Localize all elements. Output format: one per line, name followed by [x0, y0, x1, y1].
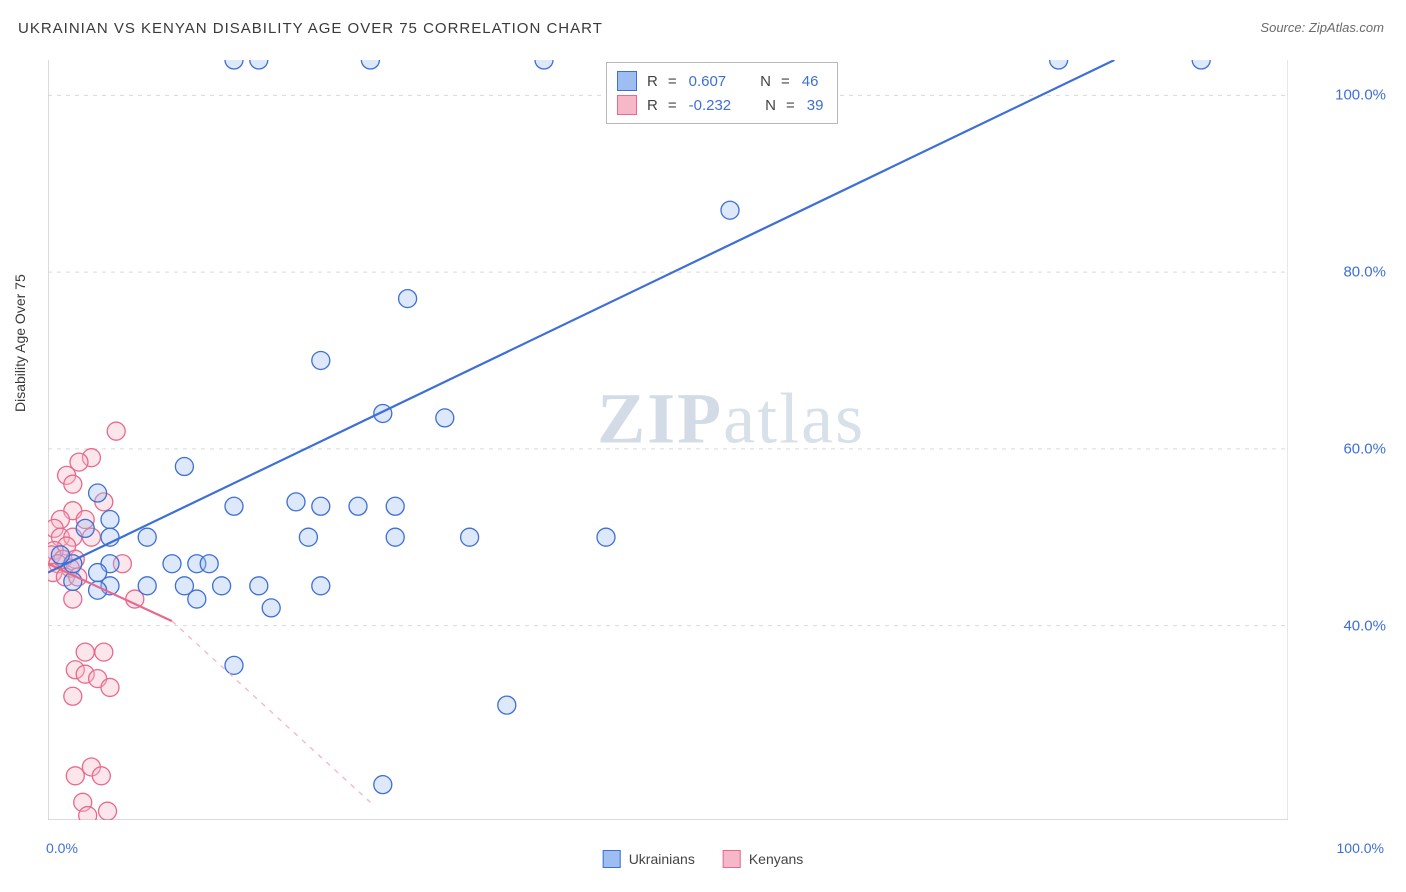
y-tick-label: 40.0%: [1343, 617, 1386, 634]
y-axis-label: Disability Age Over 75: [12, 274, 28, 412]
n-value-ukrainians: 46: [800, 73, 819, 90]
stats-row-kenyans: R = -0.232 N = 39: [617, 93, 823, 117]
eq-sign: =: [668, 97, 677, 114]
y-tick-label: 100.0%: [1335, 87, 1386, 104]
r-label: R: [647, 73, 658, 90]
eq-sign: =: [781, 73, 790, 90]
y-tick-label: 80.0%: [1343, 264, 1386, 281]
correlation-stats-box: R = 0.607 N = 46 R = -0.232 N = 39: [606, 62, 838, 124]
legend-label-kenyans: Kenyans: [749, 851, 803, 867]
r-label: R: [647, 97, 658, 114]
source-value: ZipAtlas.com: [1309, 20, 1384, 35]
legend-label-ukrainians: Ukrainians: [629, 851, 695, 867]
y-tick-label: 60.0%: [1343, 440, 1386, 457]
chart-title: UKRAINIAN VS KENYAN DISABILITY AGE OVER …: [18, 20, 603, 37]
r-value-ukrainians: 0.607: [687, 73, 727, 90]
swatch-kenyans: [617, 95, 637, 115]
r-value-kenyans: -0.232: [687, 97, 732, 114]
scatter-plot: [48, 60, 1288, 820]
legend-item-ukrainians: Ukrainians: [603, 850, 695, 868]
x-tick-label-right: 100.0%: [1337, 840, 1384, 856]
swatch-ukrainians: [603, 850, 621, 868]
source-credit: Source: ZipAtlas.com: [1260, 20, 1384, 35]
swatch-ukrainians: [617, 71, 637, 91]
series-legend: Ukrainians Kenyans: [603, 850, 804, 868]
stats-row-ukrainians: R = 0.607 N = 46: [617, 69, 823, 93]
swatch-kenyans: [723, 850, 741, 868]
n-value-kenyans: 39: [805, 97, 824, 114]
legend-item-kenyans: Kenyans: [723, 850, 803, 868]
x-tick-label-left: 0.0%: [46, 840, 78, 856]
eq-sign: =: [668, 73, 677, 90]
n-label: N: [765, 97, 776, 114]
eq-sign: =: [786, 97, 795, 114]
source-label: Source:: [1260, 20, 1305, 35]
n-label: N: [760, 73, 771, 90]
